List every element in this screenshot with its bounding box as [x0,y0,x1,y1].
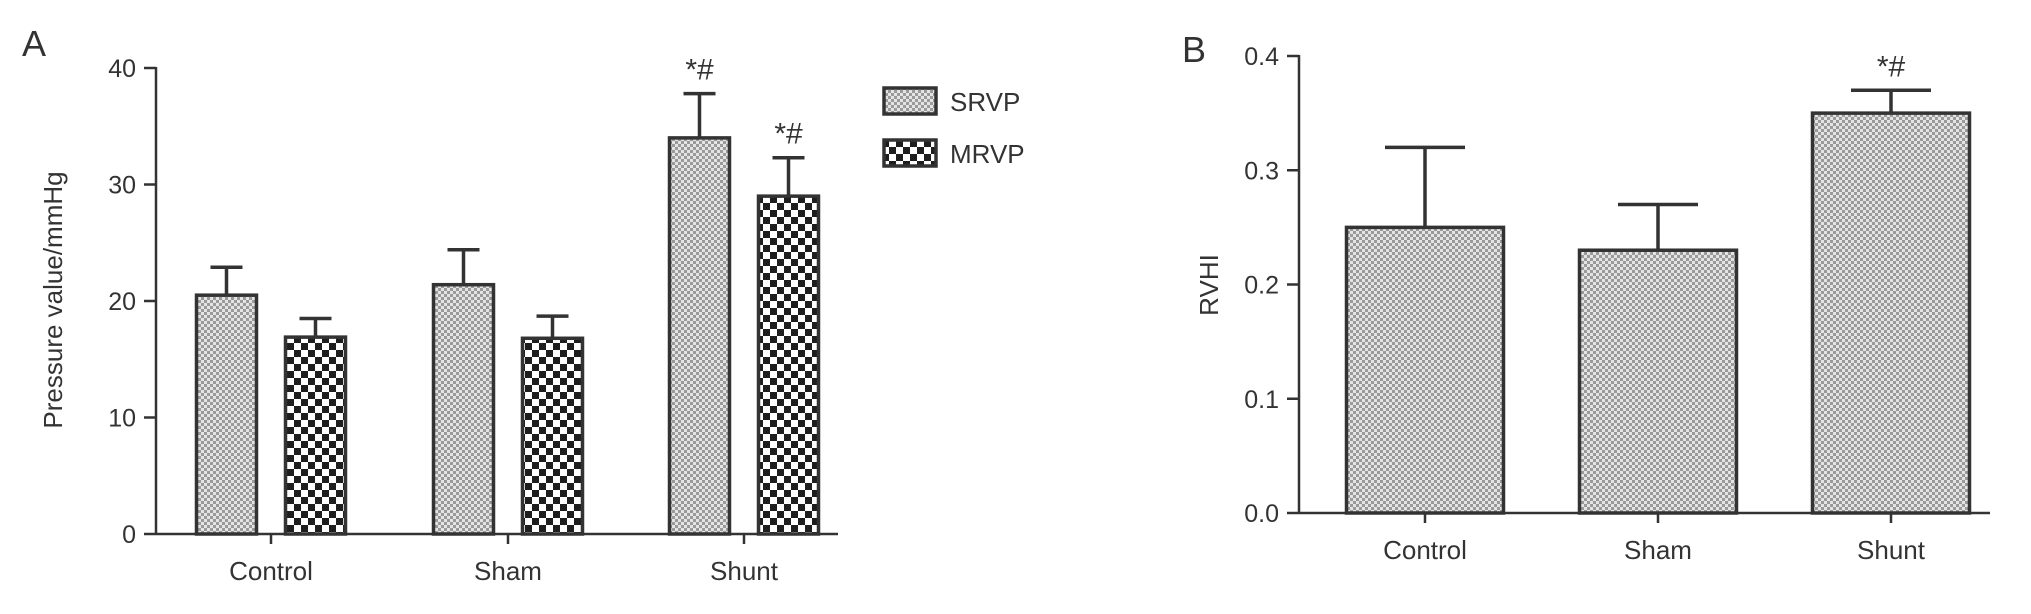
b-x-category-label: Control [1383,535,1467,565]
panel-b-label: B [1182,29,1206,70]
b-y-tick-label: 0.0 [1244,500,1279,528]
a-x-category-label: Sham [474,556,542,586]
legend-swatch-srvp [882,86,938,116]
panel-b-y-axis-label: RVHI [1194,254,1224,316]
a-bar-sham-srvp [431,282,496,536]
a-bar-control-srvp [194,293,259,536]
a-bar-shunt-srvp [667,136,732,536]
legend-label-srvp: SRVP [950,87,1020,117]
b-x-category-label: Sham [1624,535,1692,565]
panel-a-label: A [22,23,46,64]
panel-a-legend: SRVP MRVP [882,86,1025,169]
b-bar-sham [1577,248,1739,515]
a-bar-control-mrvp [283,335,348,536]
a-x-category-label: Control [229,556,313,586]
a-y-tick-label: 20 [108,288,136,316]
a-y-tick-label: 0 [122,521,136,549]
panel-a-y-axis-label: Pressure value/mmHg [38,171,68,428]
panel-a-chart: A Pressure value/mmHg 0 10 20 30 40 *# *# Con… [22,23,1025,586]
b-x-category-label: Shunt [1857,535,1926,565]
a-bar-shunt-mrvp [756,194,821,536]
b-bar-shunt [1810,111,1972,515]
b-y-tick-label: 0.4 [1244,43,1279,71]
b-y-tick-label: 0.2 [1244,272,1279,300]
a-significance-marker: *# [774,118,803,151]
legend-swatch-mrvp [882,138,938,168]
a-y-tick-label: 30 [108,172,136,200]
a-bar-sham-mrvp [520,336,585,536]
panel-b-chart: B RVHI 0.0 0.1 0.2 0.3 0.4 *# Control Sham Shu… [1182,29,1990,565]
b-y-tick-label: 0.1 [1244,386,1279,414]
a-y-tick-label: 40 [108,55,136,83]
b-y-tick-label: 0.3 [1244,157,1279,185]
a-x-category-label: Shunt [710,556,779,586]
b-bar-control [1344,225,1506,515]
a-significance-marker: *# [685,54,714,87]
a-y-tick-label: 10 [108,405,136,433]
b-significance-marker: *# [1877,50,1906,83]
legend-label-mrvp: MRVP [950,139,1025,169]
